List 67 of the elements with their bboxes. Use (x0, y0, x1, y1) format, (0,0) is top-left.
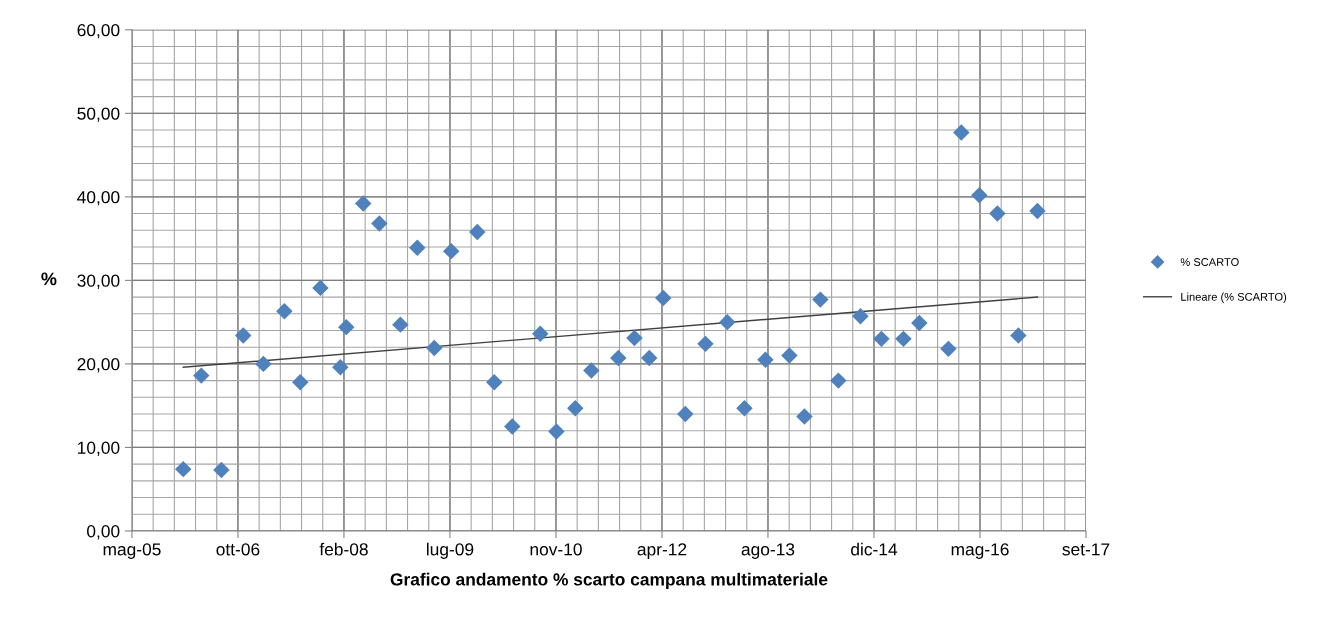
point (736, 399, 753, 417)
point (719, 313, 736, 331)
point (409, 239, 426, 257)
point (677, 405, 694, 423)
point (796, 408, 813, 425)
point (610, 349, 627, 367)
point (911, 314, 928, 332)
y-tick-label: 10,00 (78, 441, 120, 456)
point (971, 186, 988, 204)
point (548, 423, 565, 440)
point (426, 339, 443, 357)
legend-label: % SCARTO (1180, 258, 1239, 266)
y-tick-label: 0,00 (87, 525, 120, 540)
x-tick-label: apr-12 (637, 543, 687, 559)
x-tick-label: lug-09 (427, 542, 474, 559)
point (235, 327, 252, 344)
x-axis-title: Grafico andamento % scarto campana multimateriale (390, 572, 828, 590)
point (486, 374, 503, 391)
x-tick-label: mag-05 (103, 543, 161, 559)
y-tick-label: 60,00 (77, 23, 120, 39)
legend-label: Lineare (% SCARTO) (1181, 292, 1287, 303)
point (812, 291, 829, 308)
point (567, 399, 584, 417)
point (830, 372, 847, 389)
point (641, 349, 658, 367)
point (1010, 327, 1027, 344)
point (989, 205, 1006, 222)
point (175, 460, 192, 478)
point (355, 195, 372, 212)
point (895, 330, 912, 348)
point (655, 289, 672, 307)
y-tick-label: 30,00 (77, 274, 120, 289)
y-axis-title: % (41, 272, 57, 286)
y-tick-label: 40,00 (77, 191, 120, 206)
point (332, 359, 349, 376)
point (873, 330, 890, 348)
x-tick-label: ott-06 (216, 543, 260, 556)
x-tick-label: nov-10 (530, 543, 582, 556)
point (276, 303, 293, 320)
point (255, 355, 272, 373)
point (312, 279, 329, 297)
point (504, 418, 521, 435)
x-tick-label: set-17 (1062, 543, 1110, 556)
x-tick-label: mag-16 (951, 543, 1009, 559)
point (213, 461, 230, 479)
point (852, 308, 869, 325)
point (469, 223, 486, 241)
point (1029, 202, 1046, 220)
y-tick-label: 50,00 (77, 107, 120, 122)
point (757, 351, 774, 368)
point (953, 124, 970, 141)
point (338, 318, 355, 336)
point (583, 362, 600, 379)
y-tick-label: 20,00 (77, 358, 120, 373)
x-tick-label: ago-13 (741, 543, 795, 559)
point (292, 374, 309, 391)
point (697, 335, 714, 353)
point (392, 316, 409, 333)
point (371, 215, 388, 232)
point (940, 340, 957, 358)
point (781, 347, 798, 364)
point (443, 242, 460, 260)
point (626, 329, 643, 347)
x-tick-label: feb-08 (319, 542, 368, 556)
x-tick-label: dic-14 (851, 542, 898, 556)
point (193, 367, 210, 384)
point (532, 325, 549, 343)
